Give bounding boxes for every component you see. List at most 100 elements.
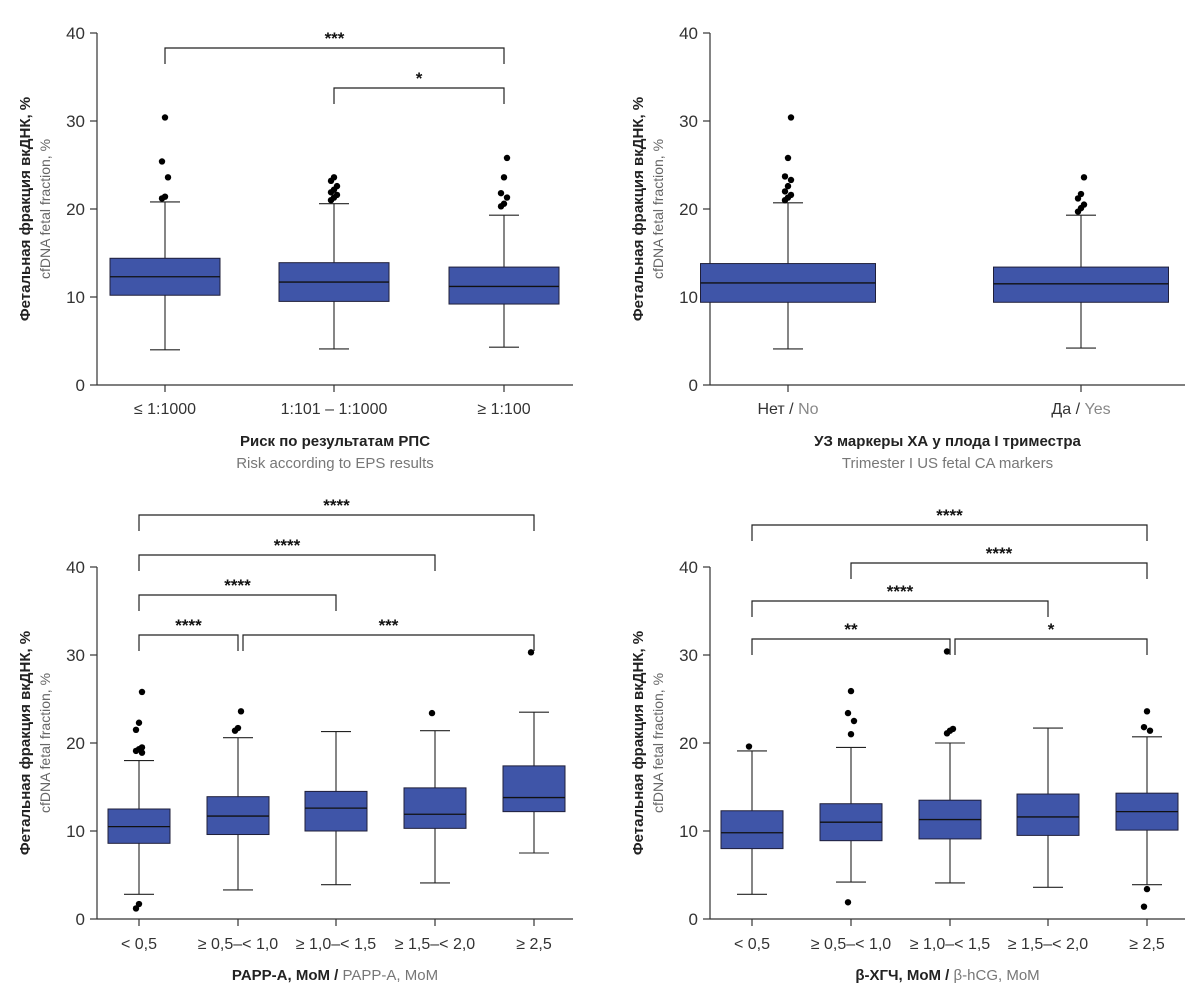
y-tick-label: 10 [679,288,698,307]
box-2 [206,708,270,891]
box-3 [918,648,982,884]
significance-label: * [1048,620,1055,639]
outlier-point [1077,190,1085,198]
x-axis-title-ru: УЗ маркеры ХА у плода I триместра [814,433,1081,450]
box-iqr [1016,793,1080,836]
outlier-point [781,188,789,195]
y-tick-label: 30 [679,646,698,665]
outlier-point [1143,708,1151,715]
y-tick-label: 20 [679,200,698,219]
y-tick-label: 0 [689,376,698,395]
y-tick-label: 20 [679,734,698,753]
significance-bracket: *** [242,616,535,651]
significance-bracket: * [954,620,1148,655]
significance-label: *** [379,616,399,635]
significance-label: **** [224,576,251,595]
x-axis-title-separator: / [330,967,343,984]
outlier-point [497,189,505,197]
outlier-point [1146,727,1154,734]
outlier-point [943,648,951,655]
chart-panel-1: 0 10 20 30 40 Фетальная фракция вкДНК, % cfDNA… [17,24,573,472]
outlier-point [138,744,146,751]
y-tick-label: 10 [66,822,85,841]
bracket-line [138,514,535,531]
outlier-point [850,717,858,725]
outlier-point [1140,903,1148,910]
box-iqr [403,787,467,829]
bracket-line [751,600,1049,617]
bracket-line [242,634,535,651]
x-tick-label: Нет / No [757,401,818,418]
outlier-point [781,173,789,180]
chart-panel-4: 0 10 20 30 40 Фетальная фракция вкДНК, % cfDNA… [630,506,1185,984]
y-tick-label: 40 [66,558,85,577]
outlier-point [784,182,792,190]
outlier-point [1080,174,1088,181]
outlier-point [844,709,852,717]
x-tick-label: < 0,5 [121,936,157,953]
outlier-point [428,709,436,717]
x-tick-label: ≥ 2,5 [516,936,552,953]
x-tick-label: ≥ 2,5 [1129,936,1165,953]
x-tick-label: 1:101 – 1:1000 [281,401,388,418]
outlier-point [164,174,172,181]
chart-panel-3: 0 10 20 30 40 Фетальная фракция вкДНК, % cfDNA… [17,496,573,984]
bracket-line [333,87,505,104]
x-tick-label: ≥ 1:100 [477,401,530,418]
outlier-point [330,174,338,181]
significance-bracket: **** [138,536,436,571]
outlier-point [787,114,795,121]
outlier-point [787,176,795,184]
y-axis-label-en: cfDNA fetal fraction, % [37,139,53,279]
significance-bracket: **** [751,582,1049,617]
box-4 [1016,727,1080,888]
y-axis-label-ru: Фетальная фракция вкДНК, % [17,631,34,855]
box-2 [993,174,1169,349]
significance-label: **** [986,544,1013,563]
x-tick-label-ru: Нет [757,401,785,418]
x-tick-label-en: No [798,401,819,418]
box-4 [403,709,467,884]
x-axis-title-ru: β-ХГЧ, MoM [855,967,941,984]
y-tick-label: 10 [66,288,85,307]
box-1 [720,743,784,895]
x-axis-title-en: Risk according to EPS results [236,455,434,472]
outlier-point [333,182,341,190]
box-5 [502,649,566,854]
y-tick-label: 40 [66,24,85,43]
bracket-line [751,524,1148,541]
x-axis-title-en: β-hCG, MoM [954,967,1040,984]
x-tick-label-ru: Да [1051,401,1071,418]
x-axis-title: PAPP-A, MoM / PAPP-A, MoM [232,967,438,984]
x-axis-title-en: PAPP-A, MoM [343,967,439,984]
significance-label: *** [325,29,345,48]
box-2 [278,174,390,350]
box-1 [700,114,876,350]
significance-label: **** [936,506,963,525]
x-axis-title-ru: PAPP-A, MoM [232,967,330,984]
outlier-point [1080,201,1088,208]
box-iqr [993,266,1169,303]
y-tick-label: 10 [679,822,698,841]
significance-label: **** [175,616,202,635]
y-tick-label: 30 [66,112,85,131]
x-tick-label: ≥ 0,5–< 1,0 [811,936,892,953]
outlier-point [161,114,169,121]
x-tick-label: ≤ 1:1000 [134,401,196,418]
x-axis-title: β-ХГЧ, MoM / β-hCG, MoM [855,967,1039,984]
significance-bracket: * [333,69,505,104]
outlier-point [784,154,792,162]
significance-bracket: **** [850,544,1148,579]
box-iqr [502,765,566,813]
significance-label: **** [323,496,350,515]
outlier-point [745,743,753,750]
bracket-line [164,47,505,64]
significance-bracket: *** [164,29,505,64]
outlier-point [135,719,143,726]
outlier-point [503,154,511,162]
outlier-point [138,688,146,696]
outlier-point [135,900,143,908]
x-tick-label-en: Yes [1084,401,1110,418]
